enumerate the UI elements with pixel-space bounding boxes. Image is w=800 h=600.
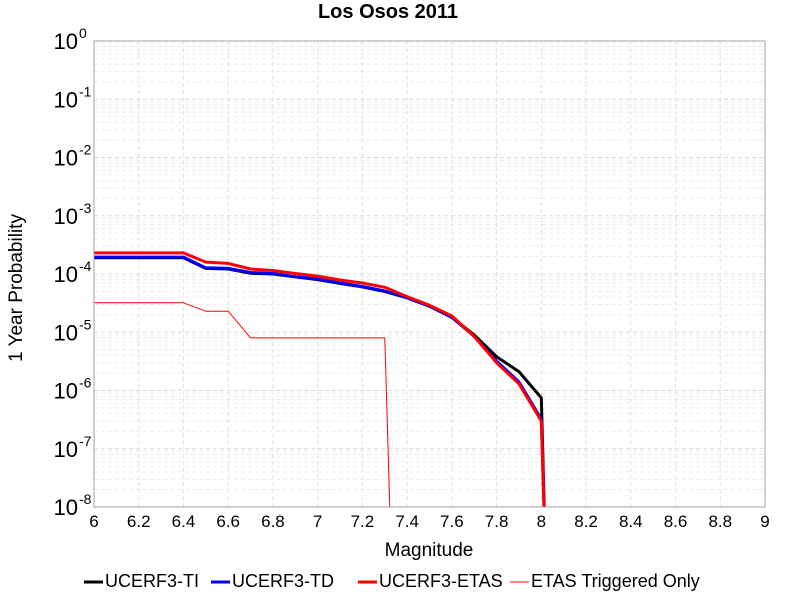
series-layer xyxy=(94,251,546,507)
y-tick-exponent: 0 xyxy=(79,25,87,41)
chart-title: Los Osos 2011 xyxy=(318,1,458,23)
x-tick-label: 6 xyxy=(89,512,98,531)
legend-item: ETAS Triggered Only xyxy=(510,571,700,591)
y-tick-label: 10 -3 xyxy=(54,200,92,229)
y-tick-base: 10 xyxy=(54,437,78,462)
series-line xyxy=(94,302,391,507)
x-tick-label: 9 xyxy=(760,512,769,531)
y-tick-label: 10 -8 xyxy=(54,491,92,520)
y-tick-exponent: -8 xyxy=(79,491,92,507)
y-tick-base: 10 xyxy=(54,204,78,229)
y-tick-base: 10 xyxy=(54,87,78,112)
y-tick-label: 10 -1 xyxy=(54,83,92,112)
y-tick-label: 10 -2 xyxy=(54,142,92,171)
x-tick-label: 7 xyxy=(313,512,322,531)
y-tick-base: 10 xyxy=(54,146,78,171)
x-tick-label: 6.6 xyxy=(216,512,240,531)
y-tick-label: 10 -6 xyxy=(54,375,92,404)
y-tick-label: 10 -4 xyxy=(54,258,92,287)
legend: UCERF3-TI UCERF3-TD UCERF3-ETAS ETAS Trigge… xyxy=(84,571,700,591)
y-tick-label: 10 -7 xyxy=(54,433,92,462)
legend-item: UCERF3-ETAS xyxy=(358,571,503,591)
y-tick-exponent: -5 xyxy=(79,316,92,332)
y-tick-exponent: -2 xyxy=(79,142,92,158)
y-tick-label: 10 0 xyxy=(54,25,87,54)
y-tick-base: 10 xyxy=(54,379,78,404)
x-tick-label: 6.2 xyxy=(127,512,151,531)
y-tick-base: 10 xyxy=(54,262,78,287)
x-tick-label: 8 xyxy=(537,512,546,531)
x-tick-label: 6.4 xyxy=(172,512,196,531)
legend-label: UCERF3-TD xyxy=(232,571,334,591)
legend-label: ETAS Triggered Only xyxy=(531,571,700,591)
y-tick-exponent: -6 xyxy=(79,375,92,391)
legend-label: UCERF3-TI xyxy=(105,571,199,591)
y-tick-exponent: -7 xyxy=(79,433,92,449)
legend-item: UCERF3-TI xyxy=(84,571,199,591)
legend-label: UCERF3-ETAS xyxy=(379,571,503,591)
y-tick-exponent: -1 xyxy=(79,83,92,99)
x-tick-label: 7.4 xyxy=(395,512,419,531)
series-line xyxy=(94,251,546,507)
legend-item: UCERF3-TD xyxy=(211,571,334,591)
x-tick-label: 8.6 xyxy=(664,512,688,531)
x-tick-label: 7.8 xyxy=(485,512,509,531)
x-axis-label: Magnitude xyxy=(385,540,474,561)
y-tick-base: 10 xyxy=(54,320,78,345)
y-tick-base: 10 xyxy=(54,495,78,520)
y-tick-exponent: -4 xyxy=(79,258,92,274)
y-axis-label: 1 Year Probability xyxy=(6,214,27,362)
x-tick-label: 6.8 xyxy=(261,512,285,531)
plot-frame xyxy=(93,40,766,508)
x-tick-label: 8.8 xyxy=(708,512,732,531)
x-tick-label: 7.6 xyxy=(440,512,464,531)
x-tick-labels: 6 6.2 6.4 6.6 6.8 7 7.2 7.4 7.6 7.8 8 8.2 8.4 8.6 8.8 9 xyxy=(89,512,769,531)
x-tick-label: 8.2 xyxy=(574,512,598,531)
grid xyxy=(93,41,766,508)
y-tick-base: 10 xyxy=(54,29,78,54)
x-tick-label: 7.2 xyxy=(351,512,375,531)
x-tick-label: 8.4 xyxy=(619,512,643,531)
y-tick-label: 10 -5 xyxy=(54,316,92,345)
y-tick-exponent: -3 xyxy=(79,200,92,216)
